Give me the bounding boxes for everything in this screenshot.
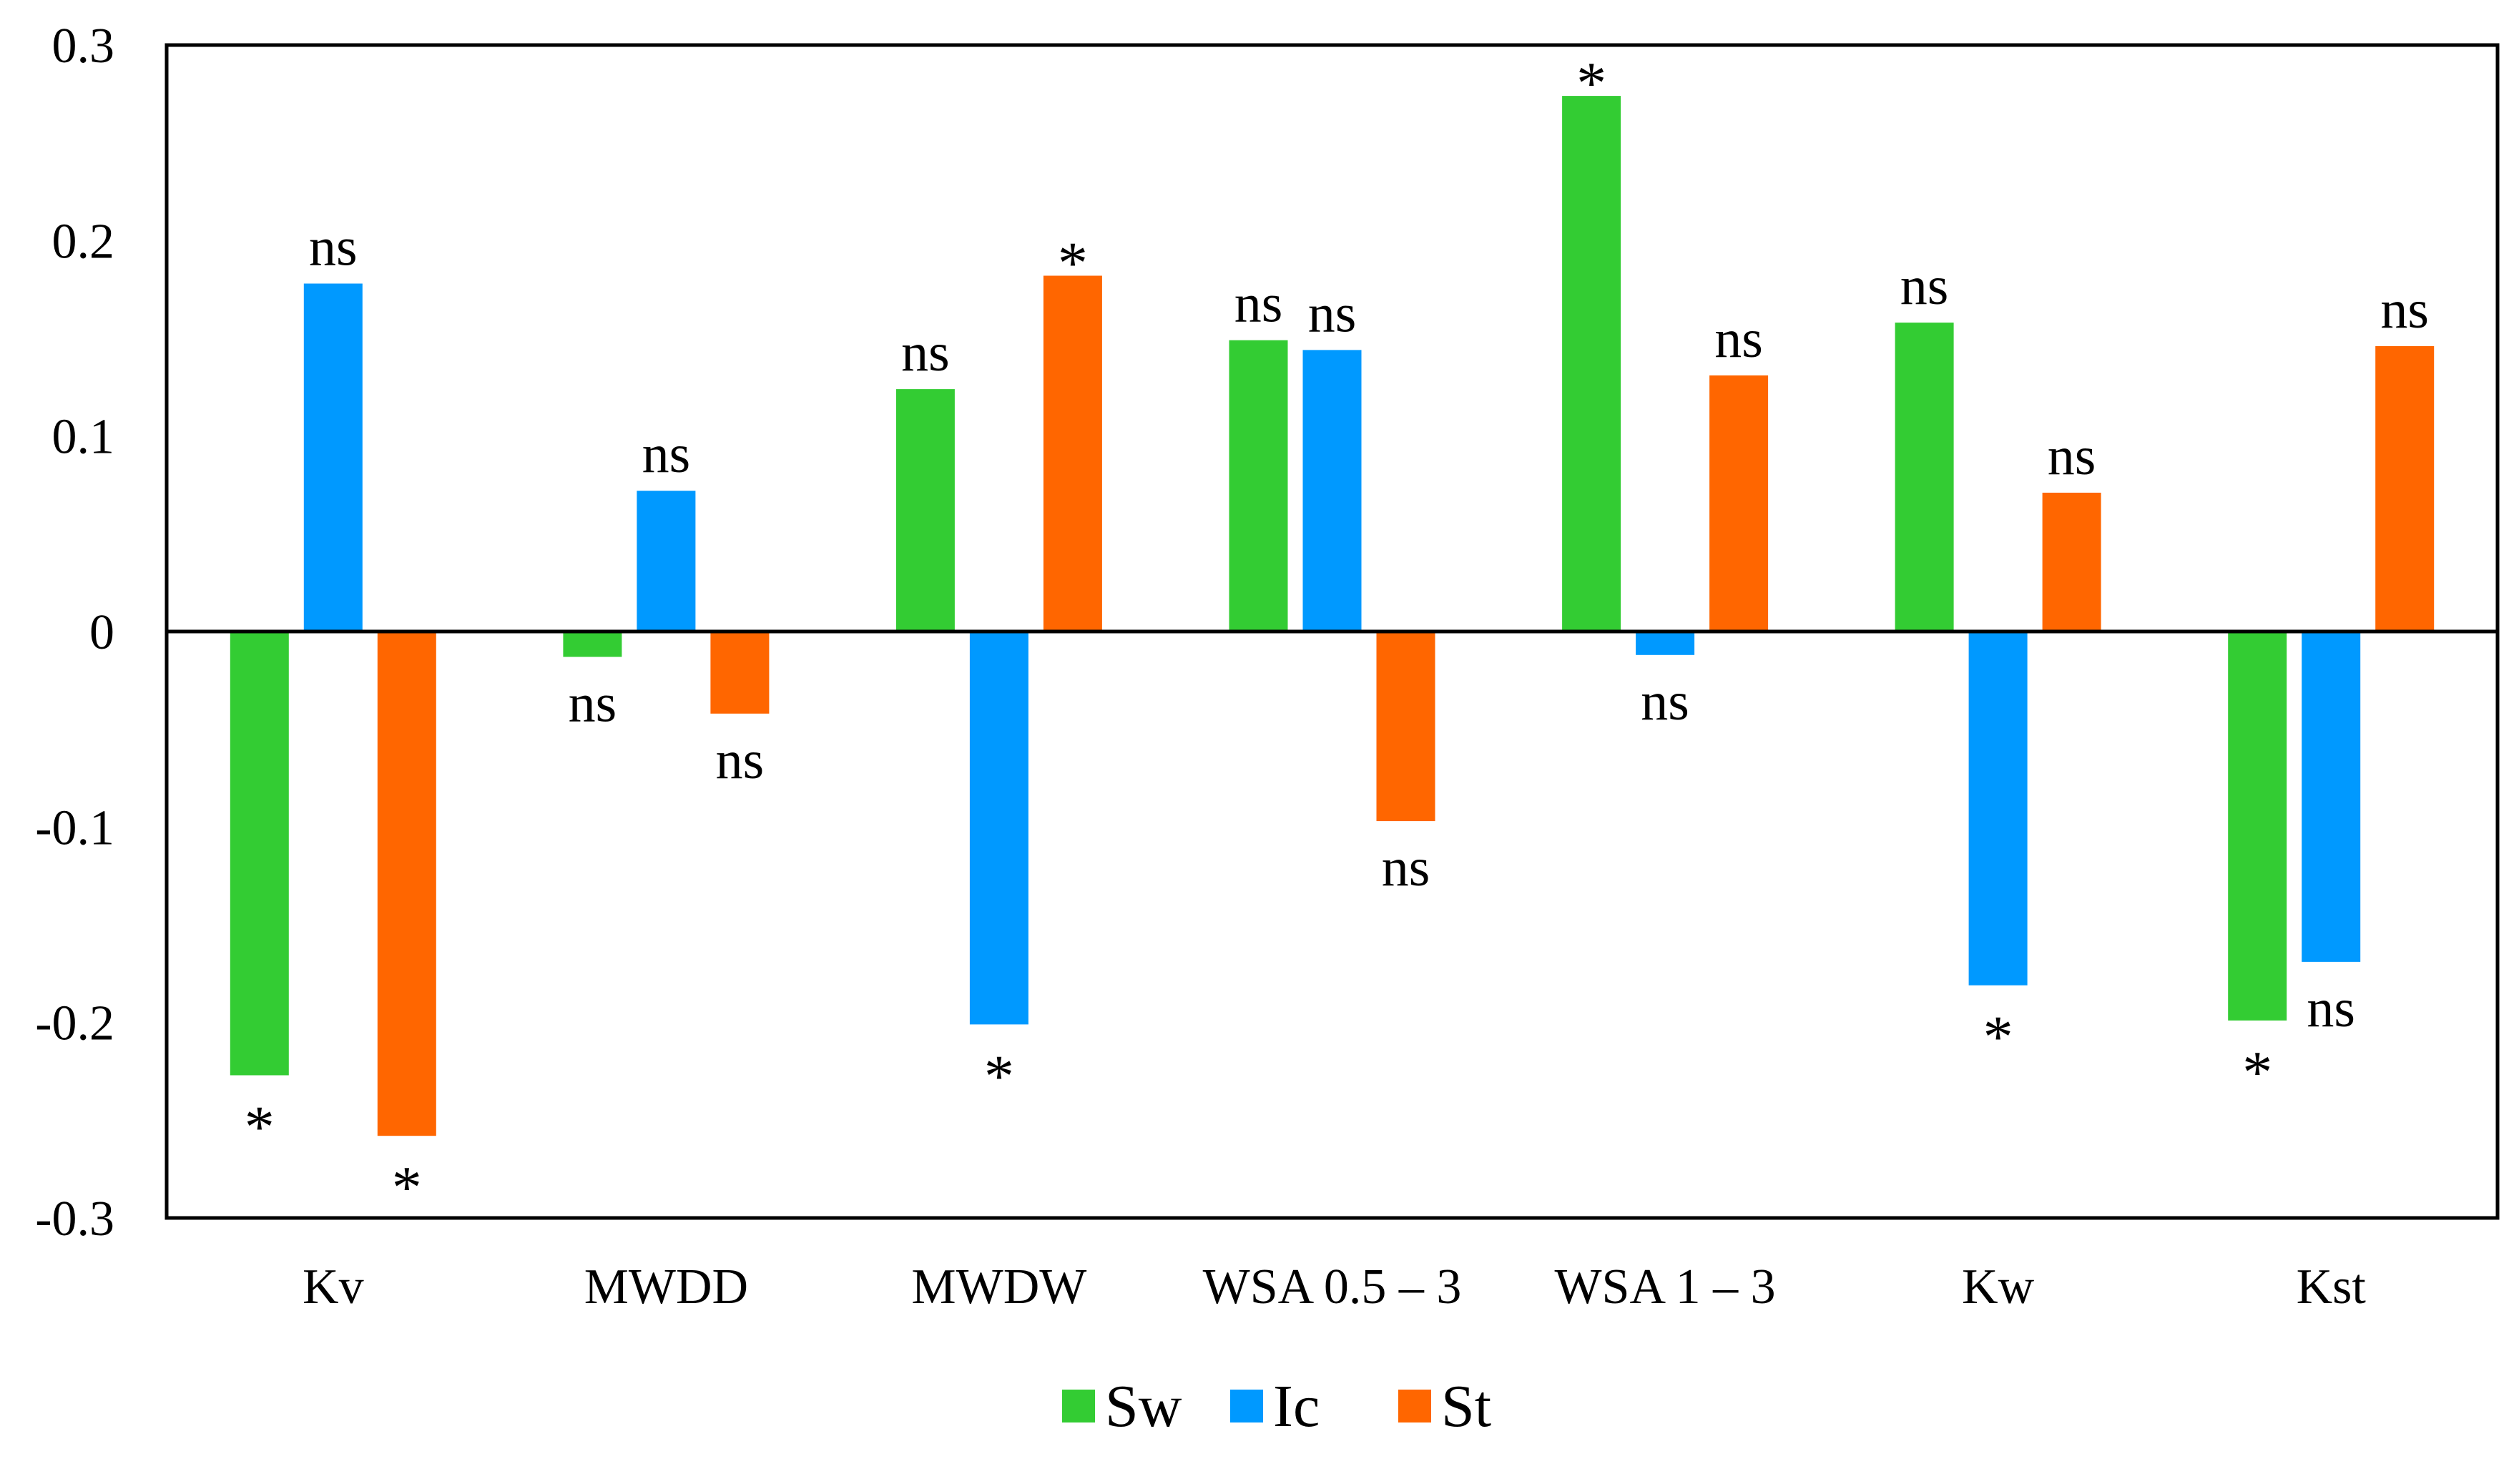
value-label-sw-0: * [245,1094,275,1161]
value-label-st-6: ns [2380,280,2429,340]
x-tick-label-2: MWDW [911,1259,1086,1315]
value-label-sw-3: ns [1234,274,1283,334]
bar-ic-5 [1968,632,2028,986]
x-tick-label-1: MWDD [584,1259,748,1315]
value-label-st-2: * [1058,230,1088,297]
bar-st-1 [710,632,770,714]
legend-label-sw: Sw [1105,1373,1182,1440]
value-label-sw-2: ns [901,323,950,383]
value-label-sw-1: ns [569,674,617,734]
legend-label-ic: Ic [1273,1373,1320,1440]
axis-layer: Kv MWDD MWDW WSA 0.5 – 3 WSA 1 – 3 Kw Kst 0.3 0.… [35,19,2500,1315]
value-label-st-3: ns [1382,837,1430,898]
value-label-st-0: * [392,1154,422,1221]
legend-swatch-sw [1062,1390,1095,1422]
bar-sw-5 [1895,323,1954,632]
bar-st-4 [1709,375,1769,632]
value-label-sw-6: * [2242,1039,2272,1106]
bar-sw-3 [1229,340,1288,632]
value-label-st-5: ns [2048,426,2096,486]
y-tick-label-1: 0.2 [52,214,115,269]
value-label-ic-0: ns [309,217,358,277]
bar-sw-6 [2228,632,2287,1021]
x-tick-label-0: Kv [303,1259,364,1315]
bar-st-6 [2375,345,2435,632]
y-tick-label-2: 0.1 [52,410,115,465]
y-tick-label-6: -0.3 [35,1191,114,1247]
value-label-ic-4: ns [1641,672,1689,732]
bar-sw-0 [230,632,289,1076]
bar-sw-1 [563,632,622,657]
legend-swatch-st [1398,1390,1431,1422]
value-label-sw-5: ns [1900,256,1949,316]
bar-ic-1 [637,491,696,632]
bar-sw-4 [1562,96,1621,632]
y-tick-label-5: -0.2 [35,996,114,1051]
x-tick-label-6: Kst [2297,1259,2367,1315]
y-tick-label-0: 0.3 [52,19,115,74]
bar-ic-2 [969,632,1028,1025]
value-label-st-4: ns [1714,309,1763,369]
value-label-ic-6: ns [2307,978,2355,1038]
legend: Sw Ic St [1062,1373,1491,1440]
bar-st-5 [2042,492,2101,632]
legend-swatch-ic [1230,1390,1263,1422]
value-label-sw-4: * [1576,50,1606,117]
value-label-ic-3: ns [1308,283,1357,343]
value-label-ic-5: * [1983,1004,2013,1071]
y-tick-label-3: 0 [89,605,114,660]
bar-st-0 [377,632,436,1136]
x-tick-label-5: Kw [1962,1259,2035,1315]
bar-sw-2 [895,389,955,632]
bar-ic-3 [1302,350,1362,632]
x-tick-label-3: WSA 0.5 – 3 [1203,1259,1462,1315]
y-tick-label-4: -0.1 [35,800,114,855]
x-tick-label-4: WSA 1 – 3 [1554,1259,1775,1315]
bar-ic-6 [2302,632,2361,962]
value-label-ic-1: ns [642,424,691,484]
bar-ic-4 [1636,632,1695,655]
value-label-ic-2: * [984,1043,1014,1109]
bar-st-3 [1376,632,1435,822]
value-label-st-1: ns [716,730,765,790]
bar-ic-0 [303,283,363,632]
legend-label-st: St [1441,1373,1491,1440]
bars-layer [230,96,2435,1136]
bar-st-2 [1043,275,1102,632]
